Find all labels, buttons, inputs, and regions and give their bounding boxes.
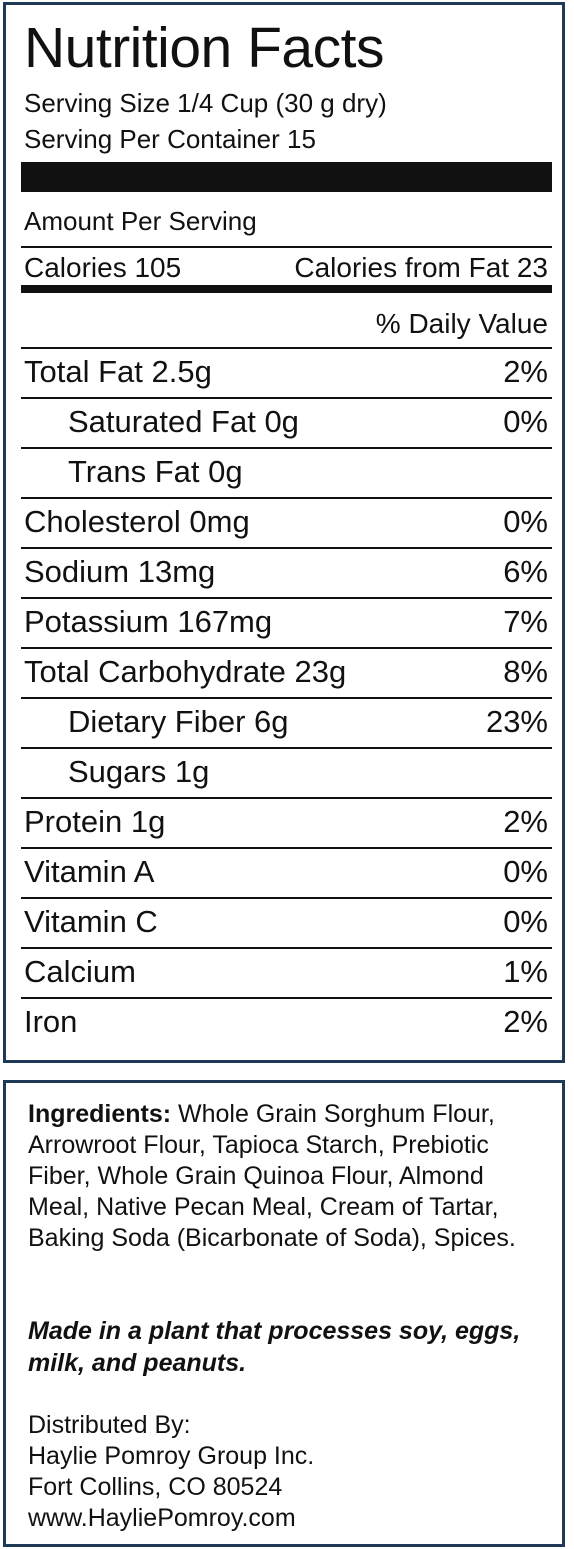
nutrient-label: Saturated Fat 0g (68, 404, 299, 439)
nutrient-daily-value: 0% (503, 404, 548, 439)
nutrient-row: Calcium 1% (21, 947, 552, 997)
nutrient-daily-value: 2% (503, 1004, 548, 1039)
servings-per-container: Serving Per Container 15 (24, 124, 316, 154)
thick-divider (21, 162, 552, 192)
row-divider (21, 547, 552, 549)
calories-from-fat: Calories from Fat 23 (294, 252, 548, 283)
nutrient-row: Cholesterol 0mg 0% (21, 497, 552, 547)
nutrient-row: Vitamin C 0% (21, 897, 552, 947)
nutrient-daily-value: 2% (503, 804, 548, 839)
nutrient-label: Total Fat 2.5g (24, 354, 212, 389)
nutrient-label: Sodium 13mg (24, 554, 216, 589)
nutrient-label: Sugars 1g (68, 754, 210, 789)
row-divider (21, 497, 552, 499)
nutrient-label: Vitamin A (24, 854, 155, 889)
nutrient-daily-value: 2% (503, 354, 548, 389)
distributor-website: www.HayliePomroy.com (28, 1504, 296, 1532)
daily-value-header: % Daily Value (375, 308, 548, 339)
thin-divider (21, 246, 552, 248)
nutrient-daily-value: 8% (503, 654, 548, 689)
row-divider (21, 797, 552, 799)
row-divider (21, 897, 552, 899)
row-divider (21, 647, 552, 649)
nutrient-label: Iron (24, 1004, 78, 1039)
nutrient-daily-value: 23% (485, 704, 548, 739)
nutrition-facts-title: Nutrition Facts (24, 16, 384, 80)
ingredients-heading: Ingredients: (28, 1100, 172, 1128)
medium-divider (21, 285, 552, 293)
ingredients-block: Ingredients: Whole Grain Sorghum Flour, … (28, 1099, 548, 1254)
row-divider (21, 697, 552, 699)
row-divider (21, 747, 552, 749)
nutrient-row: Iron 2% (21, 997, 552, 1047)
ingredients-panel: Ingredients: Whole Grain Sorghum Flour, … (3, 1080, 565, 1547)
nutrient-row: Total Fat 2.5g 2% (21, 347, 552, 397)
nutrient-row: Saturated Fat 0g 0% (21, 397, 552, 447)
nutrient-row: Protein 1g 2% (21, 797, 552, 847)
nutrient-label: Total Carbohydrate 23g (24, 654, 347, 689)
nutrient-row: Total Carbohydrate 23g 8% (21, 647, 552, 697)
distributor-heading: Distributed By: (28, 1411, 191, 1439)
ingredients-text: Whole Grain Sorghum Flour, Arrowroot Flo… (28, 1100, 516, 1252)
nutrient-row: Dietary Fiber 6g 23% (21, 697, 552, 747)
row-divider (21, 847, 552, 849)
nutrient-daily-value: 7% (503, 604, 548, 639)
nutrient-label: Calcium (24, 954, 136, 989)
row-divider (21, 597, 552, 599)
row-divider (21, 447, 552, 449)
row-divider (21, 997, 552, 999)
nutrient-daily-value: 0% (503, 504, 548, 539)
row-divider (21, 947, 552, 949)
distributor-name: Haylie Pomroy Group Inc. (28, 1442, 315, 1470)
nutrient-row: Vitamin A 0% (21, 847, 552, 897)
nutrient-label: Protein 1g (24, 804, 166, 839)
nutrient-label: Potassium 167mg (24, 604, 273, 639)
nutrient-label: Dietary Fiber 6g (68, 704, 289, 739)
nutrient-daily-value: 0% (503, 904, 548, 939)
nutrient-daily-value: 6% (503, 554, 548, 589)
nutrient-daily-value: 0% (503, 854, 548, 889)
serving-size: Serving Size 1/4 Cup (30 g dry) (24, 88, 387, 118)
nutrient-row: Trans Fat 0g (21, 447, 552, 497)
nutrient-label: Cholesterol 0mg (24, 504, 250, 539)
allergen-warning: Made in a plant that processes soy, eggs… (28, 1317, 521, 1377)
calories: Calories 105 (24, 252, 182, 283)
nutrient-row: Potassium 167mg 7% (21, 597, 552, 647)
row-divider (21, 397, 552, 399)
row-divider (21, 347, 552, 349)
nutrient-daily-value: 1% (503, 954, 548, 989)
nutrient-row: Sodium 13mg 6% (21, 547, 552, 597)
amount-per-serving: Amount Per Serving (24, 206, 257, 236)
nutrient-row: Sugars 1g (21, 747, 552, 797)
nutrient-label: Vitamin C (24, 904, 158, 939)
distributor-address: Fort Collins, CO 80524 (28, 1473, 283, 1501)
nutrient-label: Trans Fat 0g (68, 454, 243, 489)
nutrition-facts-panel: Nutrition Facts Serving Size 1/4 Cup (30… (3, 2, 565, 1063)
